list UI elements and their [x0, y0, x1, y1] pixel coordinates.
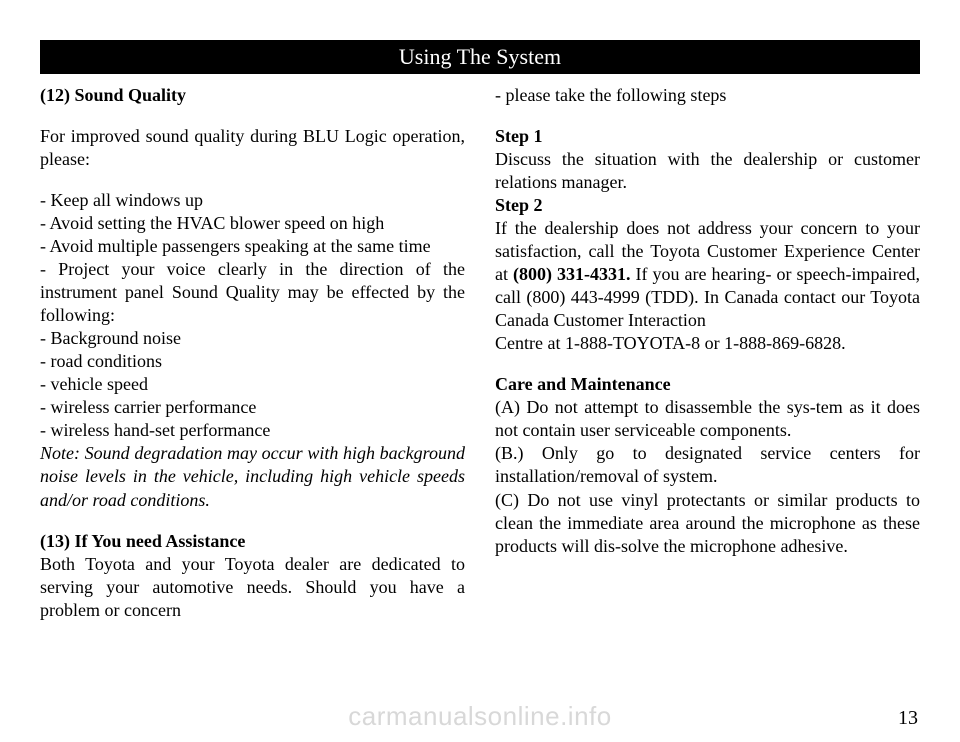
sec12-bullet: - wireless carrier performance — [40, 396, 465, 419]
sec12-bullet: - road conditions — [40, 350, 465, 373]
care-c: (C) Do not use vinyl protectants or simi… — [495, 489, 920, 558]
sec12-bullet: - Project your voice clearly in the dire… — [40, 258, 465, 327]
sec12-bullet: - vehicle speed — [40, 373, 465, 396]
section-header-bar: Using The System — [40, 40, 920, 74]
sec12-bullet: - wireless hand-set performance — [40, 419, 465, 442]
sec12-title: (12) Sound Quality — [40, 84, 465, 107]
right-intro: - please take the following steps — [495, 84, 920, 107]
step2-phone: (800) 331-4331. — [513, 264, 631, 284]
left-column: (12) Sound Quality For improved sound qu… — [40, 84, 465, 622]
sec12-bullet: - Background noise — [40, 327, 465, 350]
page-number: 13 — [898, 707, 918, 730]
step2-text: If the dealership does not address your … — [495, 217, 920, 332]
sec12-bullet: - Avoid setting the HVAC blower speed on… — [40, 212, 465, 235]
sec13-text: Both Toyota and your Toyota dealer are d… — [40, 553, 465, 622]
care-b: (B.) Only go to designated service cente… — [495, 442, 920, 488]
watermark-text: carmanualsonline.info — [348, 701, 611, 732]
sec12-intro: For improved sound quality during BLU Lo… — [40, 125, 465, 171]
sec12-note: Note: Sound degradation may occur with h… — [40, 442, 465, 511]
sec13-title: (13) If You need Assistance — [40, 530, 465, 553]
section-header-text: Using The System — [399, 44, 561, 69]
sec12-bullet: - Avoid multiple passengers speaking at … — [40, 235, 465, 258]
care-a: (A) Do not attempt to disassemble the sy… — [495, 396, 920, 442]
sec12-bullet: - Keep all windows up — [40, 189, 465, 212]
step2-centre: Centre at 1-888-TOYOTA-8 or 1-888-869-68… — [495, 332, 920, 355]
two-column-layout: (12) Sound Quality For improved sound qu… — [40, 84, 920, 622]
care-title: Care and Maintenance — [495, 373, 920, 396]
step1-label: Step 1 — [495, 125, 920, 148]
step2-label: Step 2 — [495, 194, 920, 217]
right-column: - please take the following steps Step 1… — [495, 84, 920, 622]
page-content: Using The System (12) Sound Quality For … — [0, 0, 960, 742]
step1-text: Discuss the situation with the dealershi… — [495, 148, 920, 194]
